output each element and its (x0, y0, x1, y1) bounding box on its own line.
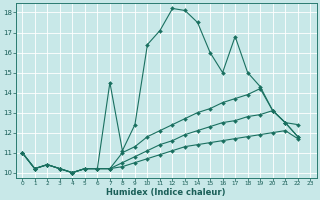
X-axis label: Humidex (Indice chaleur): Humidex (Indice chaleur) (107, 188, 226, 197)
